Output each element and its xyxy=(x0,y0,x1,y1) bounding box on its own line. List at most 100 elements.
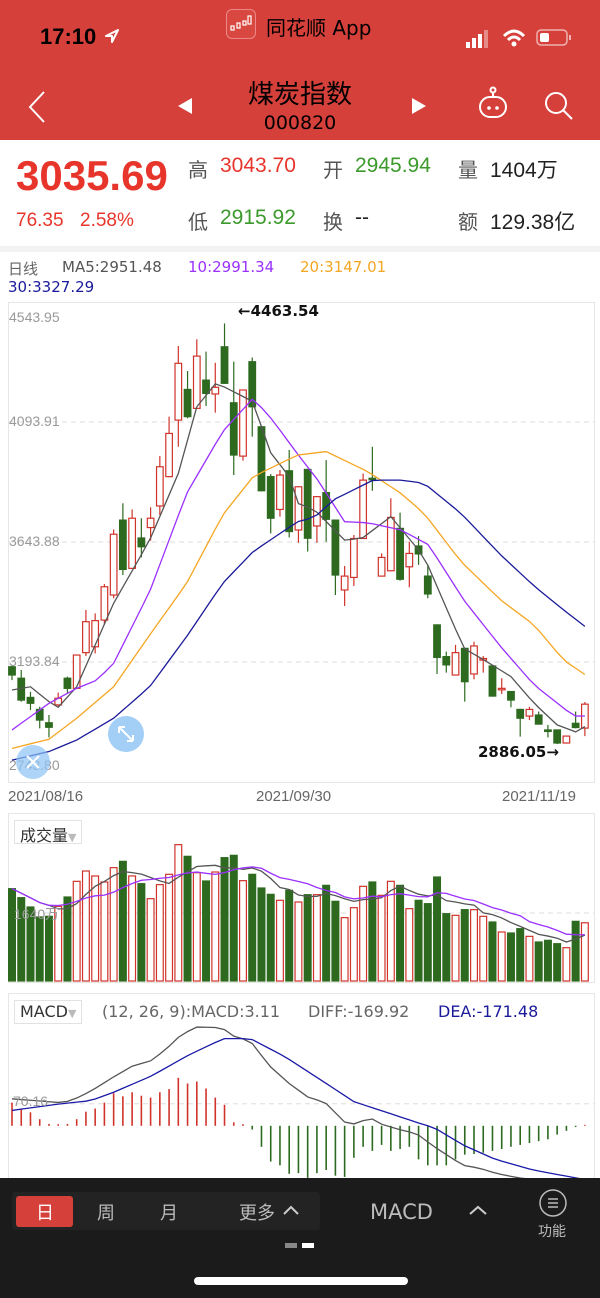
chevron-up-icon[interactable] xyxy=(468,1204,488,1216)
volume-bar xyxy=(8,888,17,982)
macd-plot xyxy=(8,1026,594,1183)
volume-bar xyxy=(322,884,331,982)
candle xyxy=(553,729,562,744)
volume-bar xyxy=(405,908,414,982)
volume-bar xyxy=(109,867,118,982)
volume-bar xyxy=(396,884,405,982)
candle xyxy=(433,624,441,659)
candle xyxy=(396,527,404,580)
candle xyxy=(562,735,571,744)
candle xyxy=(340,575,349,591)
legend-ma20: 20:3147.01 xyxy=(300,258,387,276)
tab-day[interactable] xyxy=(16,1196,73,1227)
page-indicator-active xyxy=(302,1243,314,1248)
volume-bar xyxy=(137,883,146,982)
low-label: 低 xyxy=(188,210,208,234)
volume-bar xyxy=(525,935,534,982)
volume-bar xyxy=(543,939,552,982)
app-label: 同花顺 App xyxy=(266,16,372,40)
high-label: 高 xyxy=(188,158,208,182)
volume-bar xyxy=(229,854,238,982)
candle xyxy=(497,687,506,691)
tab-month[interactable]: 月 xyxy=(160,1203,178,1224)
turnover-value: -- xyxy=(355,206,369,229)
next-stock-button[interactable] xyxy=(410,96,428,116)
volume-bar xyxy=(54,905,63,982)
home-indicator xyxy=(194,1277,408,1285)
fullscreen-button[interactable] xyxy=(108,716,144,752)
volume-bar xyxy=(100,881,109,982)
y-tick: 4093.91 xyxy=(9,413,60,429)
ma5-line xyxy=(11,383,586,733)
ma30-line xyxy=(11,479,586,761)
candle xyxy=(45,722,53,728)
candle xyxy=(229,402,238,456)
page-title: 煤炭指数 xyxy=(247,80,352,110)
dropdown-caret-icon: ▼ xyxy=(68,831,77,844)
volume-bar xyxy=(183,855,192,982)
volume-bar xyxy=(118,860,127,982)
volume-bar xyxy=(433,876,442,982)
quote-panel xyxy=(0,140,600,246)
search-icon[interactable] xyxy=(543,90,575,122)
status-time: 17:10 xyxy=(40,24,97,49)
prev-stock-button[interactable] xyxy=(176,96,194,116)
volume-bar xyxy=(202,880,211,982)
y-tick: 3193.84 xyxy=(9,653,60,669)
macd-ref-label: 70.16 xyxy=(13,1093,49,1109)
high-value: 3043.70 xyxy=(220,154,296,177)
candle xyxy=(525,708,534,717)
candle xyxy=(220,346,229,384)
battery-icon xyxy=(536,29,571,46)
turnover-label: 换 xyxy=(323,210,343,234)
candle xyxy=(349,537,358,579)
back-button[interactable] xyxy=(26,90,48,124)
x-tick: 2021/09/30 xyxy=(256,788,332,805)
min-annotation: 2886.05→ xyxy=(478,743,559,761)
y-tick: 4543.95 xyxy=(9,309,60,325)
volume-bar xyxy=(571,920,580,982)
candle xyxy=(516,708,525,719)
candle xyxy=(534,714,543,725)
candle xyxy=(155,466,164,507)
menu-icon[interactable] xyxy=(538,1188,568,1218)
candle xyxy=(109,533,118,596)
volume-bar xyxy=(497,931,506,982)
macd-indicator-dropdown[interactable]: MACD▼ xyxy=(14,1000,83,1024)
robot-icon[interactable] xyxy=(478,86,508,120)
candle xyxy=(91,620,100,648)
crosshair-toggle-button[interactable] xyxy=(16,745,50,779)
volume-bar xyxy=(275,899,284,982)
volume-bar xyxy=(423,903,432,982)
volume-bar xyxy=(349,907,358,982)
chevron-up-icon xyxy=(283,1205,299,1215)
tab-more[interactable]: 更多 xyxy=(239,1203,275,1224)
candle xyxy=(488,665,497,697)
candle xyxy=(377,556,386,577)
indicator-selector[interactable]: MACD xyxy=(370,1200,433,1224)
candle xyxy=(451,652,460,676)
volume-indicator-dropdown[interactable]: 成交量▼ xyxy=(14,820,83,845)
function-label[interactable]: 功能 xyxy=(538,1224,566,1240)
kline-plot xyxy=(8,323,594,761)
ma10-line xyxy=(11,398,585,731)
volume-bar xyxy=(26,906,35,982)
candle xyxy=(239,389,247,457)
volume-ref-label: 1640万 xyxy=(14,906,60,922)
diff-line xyxy=(11,1026,585,1183)
x-tick: 2021/08/16 xyxy=(8,788,84,805)
legend-ma10: 10:2991.34 xyxy=(188,258,275,276)
volume-bar xyxy=(81,870,90,982)
tab-week[interactable]: 周 xyxy=(97,1203,115,1224)
tab-day-label: 日 xyxy=(36,1203,54,1224)
candle xyxy=(211,386,220,395)
volume-bar xyxy=(368,881,377,982)
volume-bar xyxy=(516,928,525,982)
candle xyxy=(470,645,478,675)
volume-bar xyxy=(488,921,497,982)
candle xyxy=(82,621,90,654)
app-logo-icon xyxy=(226,9,256,39)
ma20-line xyxy=(11,450,586,749)
kline-chart[interactable] xyxy=(8,302,595,783)
volume-bar xyxy=(562,947,571,982)
